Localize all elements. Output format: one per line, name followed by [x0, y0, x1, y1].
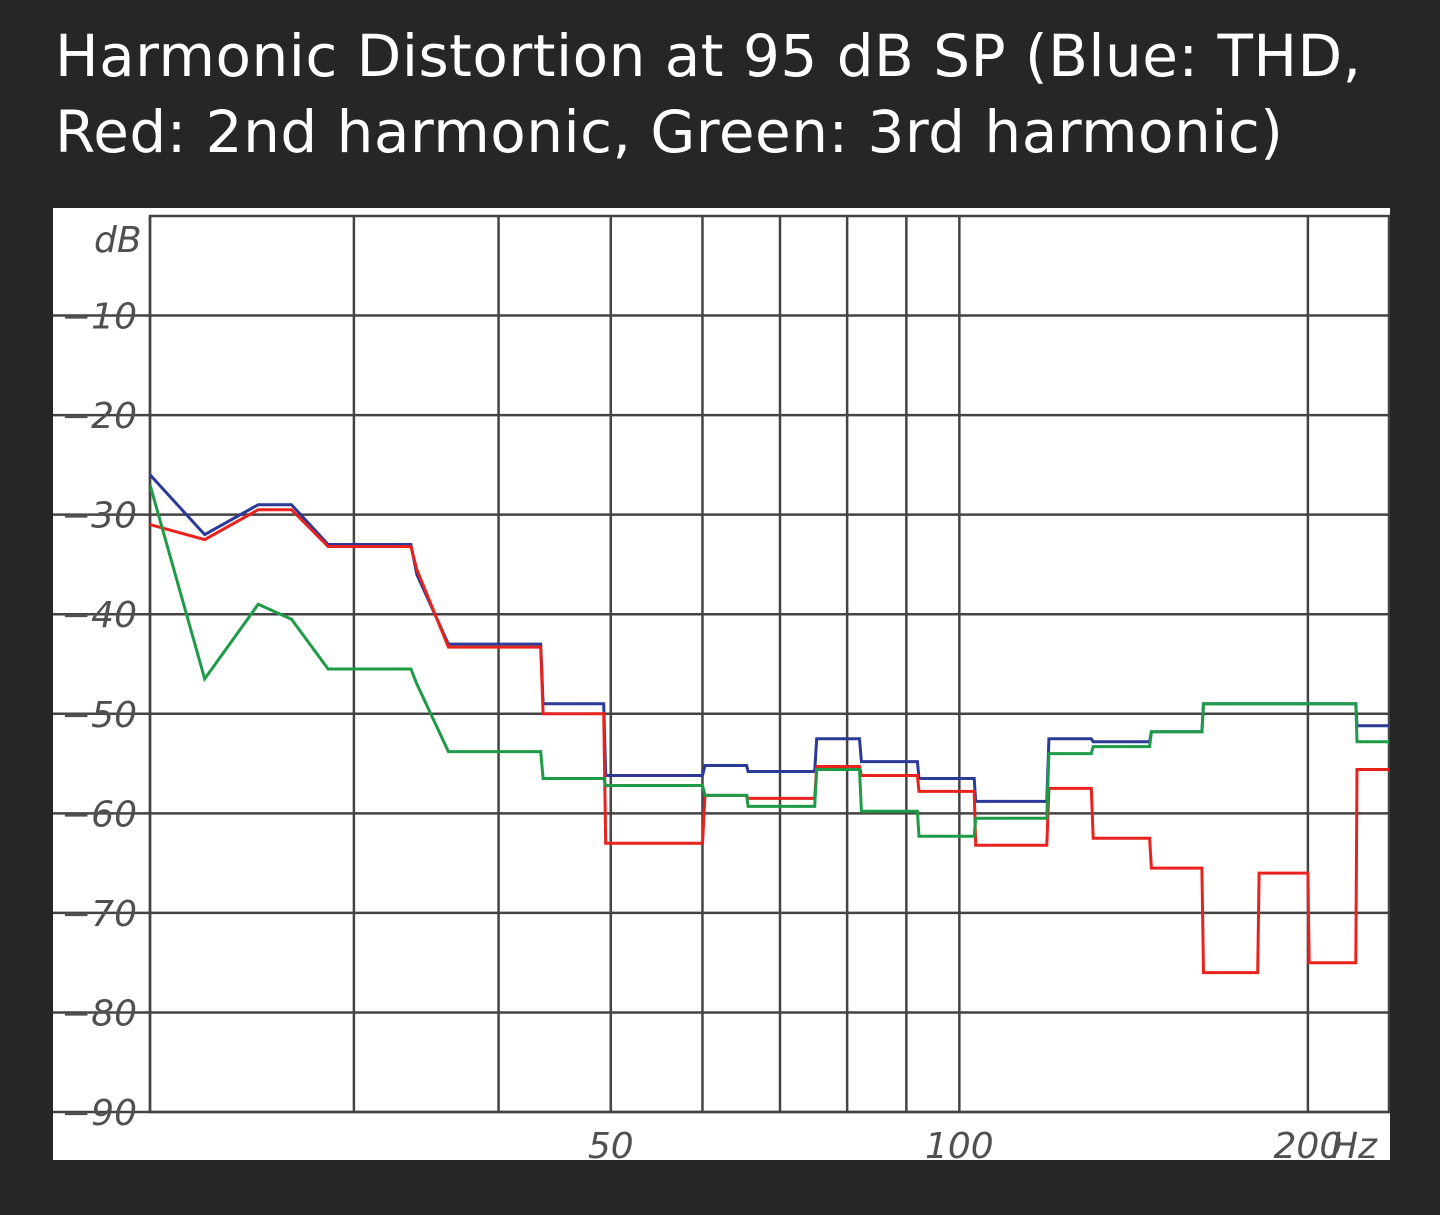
series-line-thd [150, 473, 1389, 803]
series-line-3rd-harmonic [150, 484, 1389, 838]
distortion-chart: dB Hz −10 −20 −30 −40 −50 −60 −70 −80 −90 50 100 20… [53, 214, 1390, 1160]
y-axis-label: dB [94, 220, 142, 261]
y-tick-label: −80 [61, 993, 137, 1034]
chart-panel: dB Hz −10 −20 −30 −40 −50 −60 −70 −80 −90 50 100 20… [53, 208, 1390, 1160]
y-tick-label: −50 [61, 695, 137, 736]
y-tick-label: −70 [61, 894, 137, 935]
plot-frame [148, 214, 1390, 1114]
x-tick-label: 100 [925, 1126, 994, 1160]
x-tick-label: 50 [588, 1126, 634, 1160]
y-tick-label: −40 [61, 595, 137, 636]
y-tick-label: −60 [61, 794, 137, 835]
y-tick-label: −10 [61, 297, 137, 338]
chart-title: Harmonic Distortion at 95 dB SP (Blue: T… [55, 22, 1362, 166]
grid [53, 214, 1390, 1114]
series-group [150, 473, 1389, 975]
x-tick-label: 200 [1274, 1126, 1343, 1160]
axis-labels: dB Hz −10 −20 −30 −40 −50 −60 −70 −80 −90 50 100 20… [61, 220, 1378, 1160]
y-tick-label: −20 [61, 396, 137, 437]
y-tick-label: −90 [61, 1093, 137, 1134]
y-tick-label: −30 [61, 496, 137, 537]
series-line-2nd-harmonic [150, 508, 1389, 975]
x-axis-label: Hz [1331, 1126, 1378, 1160]
